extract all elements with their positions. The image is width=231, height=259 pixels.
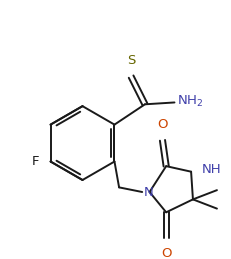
Text: NH: NH xyxy=(202,163,222,176)
Text: O: O xyxy=(157,118,168,131)
Text: N: N xyxy=(144,186,154,199)
Text: S: S xyxy=(127,54,135,67)
Text: O: O xyxy=(161,247,171,259)
Text: F: F xyxy=(32,155,40,168)
Text: NH$_2$: NH$_2$ xyxy=(177,94,204,109)
